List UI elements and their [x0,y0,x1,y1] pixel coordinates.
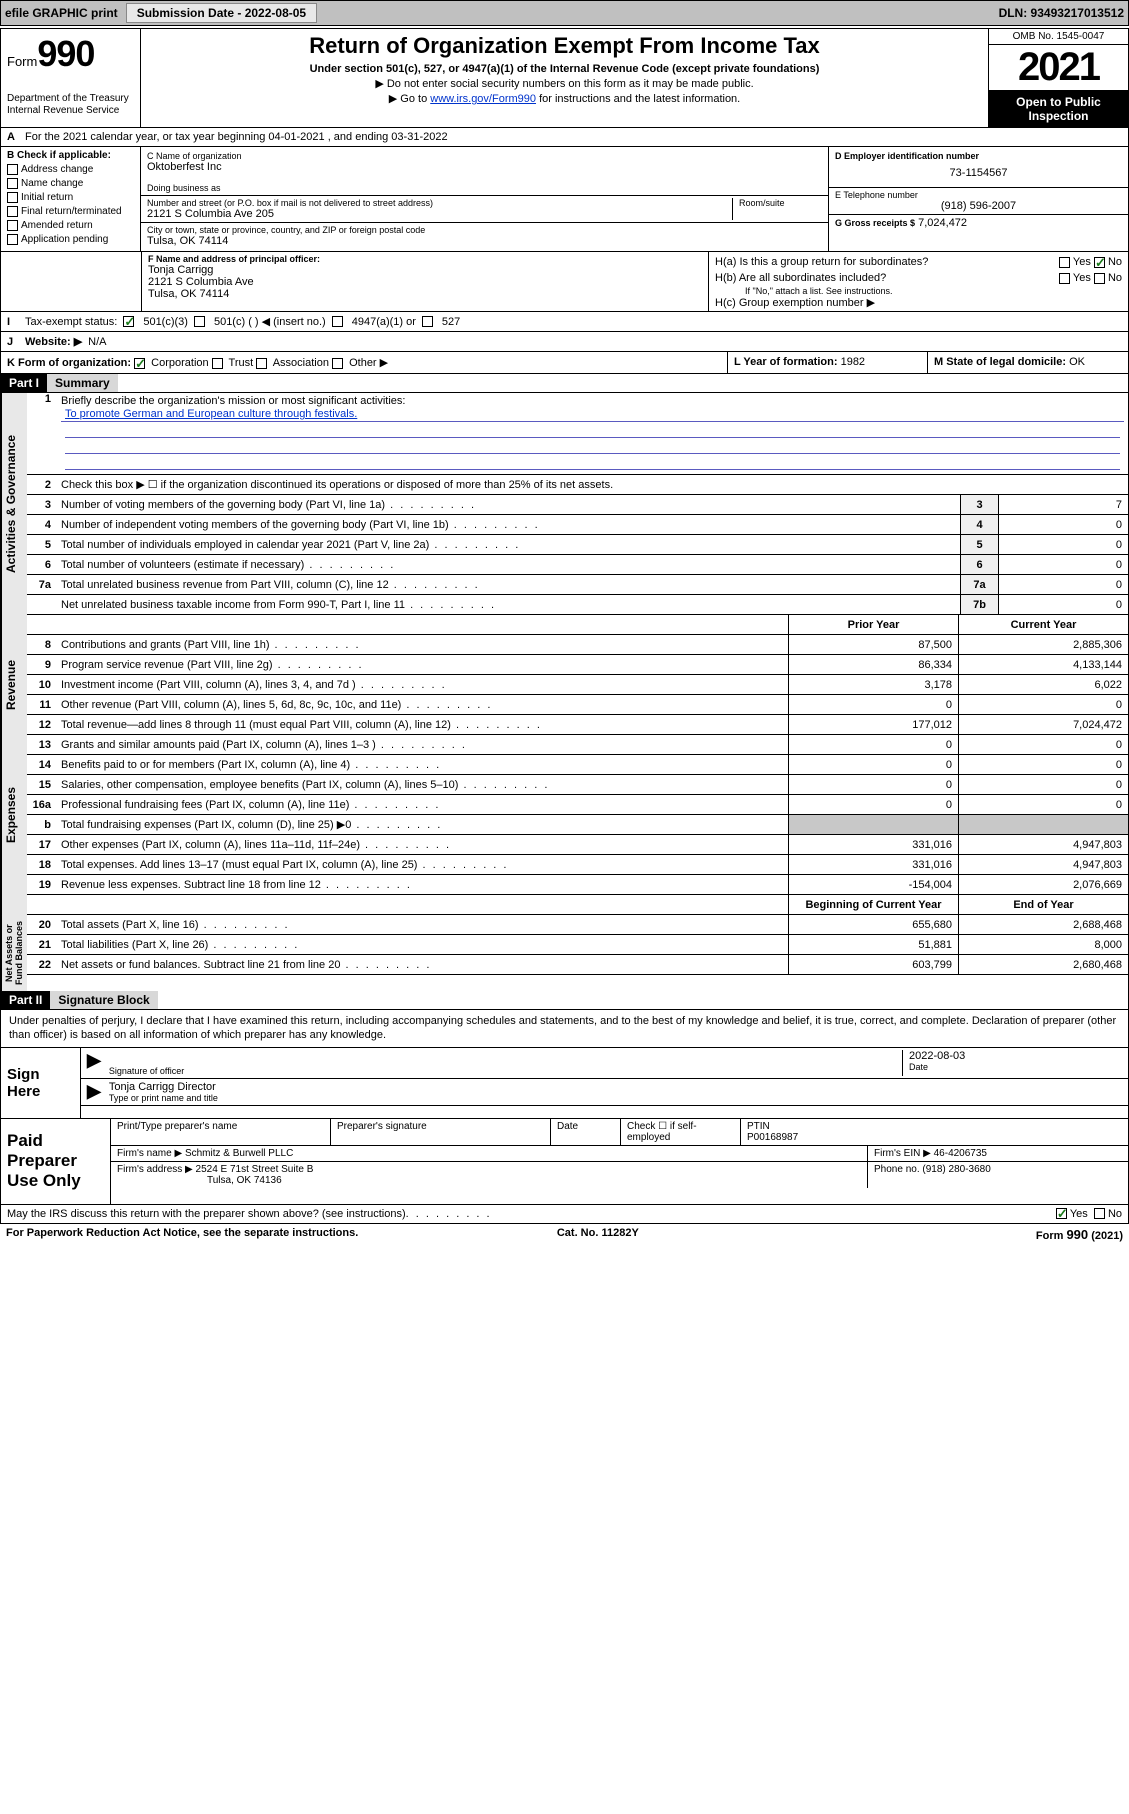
summary-line: 12Total revenue—add lines 8 through 11 (… [27,715,1128,735]
summary-line: 18Total expenses. Add lines 13–17 (must … [27,855,1128,875]
officer-typed-name: Tonja Carrigg Director [109,1081,1122,1093]
section-fh: F Name and address of principal officer:… [1,252,1128,312]
officer-name: Tonja Carrigg [148,264,702,276]
summary-line: 19Revenue less expenses. Subtract line 1… [27,875,1128,895]
summary-line: 3Number of voting members of the governi… [27,495,1128,515]
hb-yes-checkbox[interactable] [1059,273,1070,284]
ha-no-checkbox[interactable] [1094,257,1105,268]
ptin-value: P00168987 [747,1132,798,1143]
sig-date: 2022-08-03 [909,1050,1122,1062]
tax-year: 2021 [989,45,1128,91]
submission-date-button[interactable]: Submission Date - 2022-08-05 [126,3,317,23]
box-b-item: Final return/terminated [7,205,134,219]
box-b-item: Name change [7,177,134,191]
omb-number: OMB No. 1545-0047 [989,29,1128,45]
501c3-checkbox[interactable] [123,316,134,327]
irs-discuss-row: May the IRS discuss this return with the… [1,1204,1128,1223]
summary-line: 15Salaries, other compensation, employee… [27,775,1128,795]
summary-netassets: Net Assets or Fund Balances 20Total asse… [1,915,1128,991]
line-a: A For the 2021 calendar year, or tax yea… [1,128,1128,147]
box-b-item: Initial return [7,191,134,205]
discuss-no-checkbox[interactable] [1094,1208,1105,1219]
summary-expenses: Expenses 13Grants and similar amounts pa… [1,735,1128,895]
summary-line: 14Benefits paid to or for members (Part … [27,755,1128,775]
summary-line: 10Investment income (Part VIII, column (… [27,675,1128,695]
box-deg: D Employer identification number 73-1154… [828,147,1128,251]
summary-line: 21Total liabilities (Part X, line 26)51,… [27,935,1128,955]
state-domicile: OK [1069,356,1085,368]
firm-ein: 46-4206735 [934,1148,987,1159]
hb-no-checkbox[interactable] [1094,273,1105,284]
summary-line: 7aTotal unrelated business revenue from … [27,575,1128,595]
year-formation: 1982 [841,356,865,368]
line-klm: K Form of organization: Corporation Trus… [1,352,1128,374]
summary-line: 20Total assets (Part X, line 16)655,6802… [27,915,1128,935]
form-990-container: Form990 Department of the Treasury Inter… [0,28,1129,1224]
summary-line: 11Other revenue (Part VIII, column (A), … [27,695,1128,715]
discuss-yes-checkbox[interactable] [1056,1208,1067,1219]
part-1-header: Part I Summary [1,374,1128,393]
summary-line: Net unrelated business taxable income fr… [27,595,1128,615]
efile-label: efile GRAPHIC print [5,6,118,20]
form-number: Form990 [7,33,134,75]
firm-name: Schmitz & Burwell PLLC [185,1148,293,1159]
summary-line: 4Number of independent voting members of… [27,515,1128,535]
open-public-badge: Open to Public Inspection [989,91,1128,127]
summary-revenue: Revenue 8Contributions and grants (Part … [1,635,1128,735]
page-footer: For Paperwork Reduction Act Notice, see … [0,1224,1129,1245]
gross-receipts: 7,024,472 [918,217,967,229]
form-subtitle: Under section 501(c), 527, or 4947(a)(1)… [149,63,980,75]
summary-line: bTotal fundraising expenses (Part IX, co… [27,815,1128,835]
section-bcdeg: B Check if applicable: Address changeNam… [1,147,1128,252]
form-note-1: ▶ Do not enter social security numbers o… [149,77,980,90]
form-header: Form990 Department of the Treasury Inter… [1,29,1128,128]
sign-here-block: Sign Here ▶ Signature of officer 2022-08… [1,1047,1128,1118]
summary-line: 16aProfessional fundraising fees (Part I… [27,795,1128,815]
line-j: J Website: ▶ N/A [1,332,1128,352]
paid-preparer-block: Paid Preparer Use Only Print/Type prepar… [1,1118,1128,1204]
dln-label: DLN: 93493217013512 [999,6,1124,20]
tax-year-range: For the 2021 calendar year, or tax year … [25,131,448,143]
box-b-item: Application pending [7,233,134,247]
dept-label: Department of the Treasury Internal Reve… [7,93,134,117]
street-address: 2121 S Columbia Ave 205 [147,208,732,220]
box-b: B Check if applicable: Address changeNam… [1,147,141,251]
city-state-zip: Tulsa, OK 74114 [147,235,822,247]
firm-phone: (918) 280-3680 [922,1164,990,1175]
ha-yes-checkbox[interactable] [1059,257,1070,268]
form-title: Return of Organization Exempt From Incom… [149,33,980,59]
summary-governance: Activities & Governance 1 Briefly descri… [1,393,1128,615]
ein-value: 73-1154567 [835,161,1122,185]
summary-line: 22Net assets or fund balances. Subtract … [27,955,1128,975]
summary-line: 17Other expenses (Part IX, column (A), l… [27,835,1128,855]
part-2-header: Part II Signature Block [1,991,1128,1010]
topbar: efile GRAPHIC print Submission Date - 20… [0,0,1129,26]
line-i: I Tax-exempt status: 501(c)(3) 501(c) ( … [1,312,1128,332]
form-note-2: ▶ Go to www.irs.gov/Form990 for instruct… [149,92,980,105]
box-c: C Name of organization Oktoberfest Inc D… [141,147,828,251]
signature-declaration: Under penalties of perjury, I declare th… [1,1010,1128,1047]
telephone: (918) 596-2007 [835,200,1122,212]
mission-text: To promote German and European culture t… [61,407,1124,422]
org-name: Oktoberfest Inc [147,161,822,173]
website-value: N/A [88,336,106,348]
summary-line: 5Total number of individuals employed in… [27,535,1128,555]
summary-line: 8Contributions and grants (Part VIII, li… [27,635,1128,655]
box-b-item: Address change [7,163,134,177]
summary-line: 6Total number of volunteers (estimate if… [27,555,1128,575]
irs-link[interactable]: www.irs.gov/Form990 [430,93,536,105]
summary-line: 13Grants and similar amounts paid (Part … [27,735,1128,755]
box-b-item: Amended return [7,219,134,233]
summary-line: 9Program service revenue (Part VIII, lin… [27,655,1128,675]
